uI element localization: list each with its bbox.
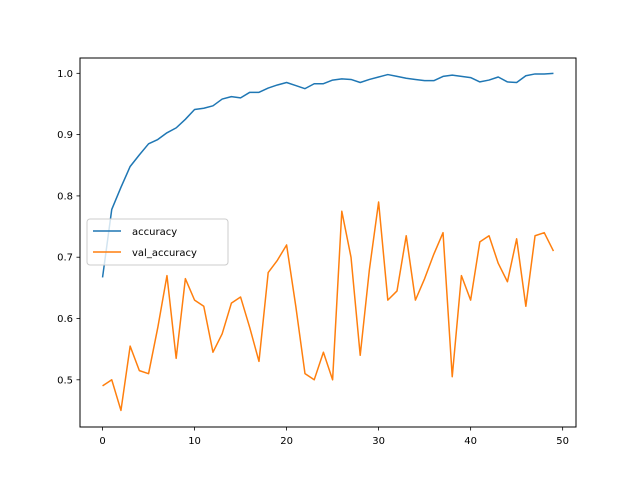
series-line-val-accuracy — [102, 201, 555, 412]
y-tick-label: 0.9 — [57, 130, 73, 141]
x-tick-label: 0 — [99, 436, 105, 447]
series-line-accuracy — [101, 72, 554, 278]
x-tick-label: 10 — [188, 436, 201, 447]
x-tick-label: 30 — [372, 436, 385, 447]
x-tick-label: 50 — [556, 436, 569, 447]
series-lines — [101, 72, 555, 412]
x-tick-label: 40 — [464, 436, 477, 447]
legend-label-accuracy: accuracy — [132, 227, 177, 238]
legend-box — [86, 218, 229, 266]
y-tick-label: 0.6 — [57, 314, 73, 325]
y-tick-label: 0.7 — [57, 253, 73, 264]
y-tick-label: 0.5 — [57, 375, 73, 386]
x-tick-label: 20 — [280, 436, 293, 447]
y-tick-label: 0.8 — [57, 191, 73, 202]
legend-label-val-accuracy: val_accuracy — [132, 248, 197, 259]
legend: accuracy val_accuracy — [86, 218, 229, 266]
y-tick-label: 1.0 — [57, 69, 73, 80]
plot-frame — [79, 57, 577, 428]
x-axis-ticks: 0 10 20 30 40 50 — [99, 427, 569, 447]
y-axis-ticks: 0.5 0.6 0.7 0.8 0.9 1.0 — [57, 69, 80, 386]
